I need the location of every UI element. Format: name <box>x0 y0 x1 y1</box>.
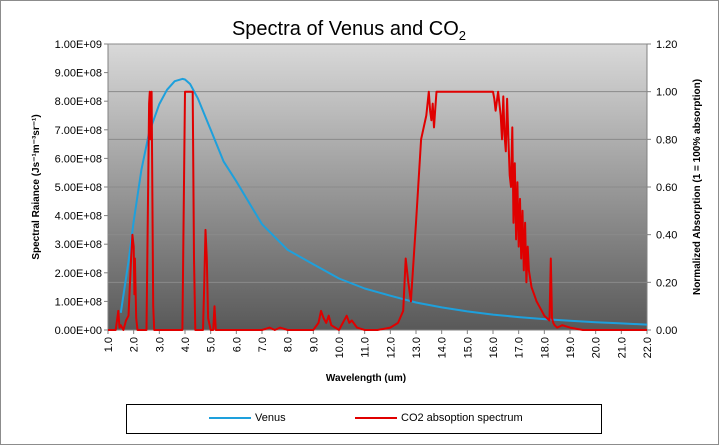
x-tick-label: 6.0 <box>231 337 243 352</box>
x-axis: 1.0 2.0 3.0 4.0 5.0 6.0 7.0 8.0 9.0 10.0 11.0 12.0 1… <box>103 330 654 358</box>
chart-title: Spectra of Venus and CO2 <box>232 18 466 43</box>
y-right-axis: 0.00 0.20 0.40 0.60 0.80 1.00 1.20 <box>647 39 677 337</box>
y-right-tick-label: 0.00 <box>656 325 677 337</box>
x-tick-label: 14.0 <box>437 337 449 358</box>
y-left-tick-label: 9.00E+08 <box>55 68 102 80</box>
y-left-axis: 0.00E+00 1.00E+08 2.00E+08 3.00E+08 4.00E+08… <box>55 39 108 337</box>
x-tick-label: 17.0 <box>514 337 526 358</box>
chart-title-subscript: 2 <box>459 28 466 43</box>
y-right-tick-label: 0.80 <box>656 134 677 146</box>
y-left-tick-label: 6.00E+08 <box>55 153 102 165</box>
x-tick-label: 13.0 <box>411 337 423 358</box>
y-right-axis-label: Normalized Absorption (1 = 100% absorpti… <box>692 79 703 295</box>
legend: Venus CO2 absoption spectrum <box>126 404 602 434</box>
x-tick-label: 15.0 <box>462 337 474 358</box>
x-tick-label: 10.0 <box>334 337 346 358</box>
x-tick-label: 18.0 <box>539 337 551 358</box>
x-tick-label: 19.0 <box>565 337 577 358</box>
legend-item-venus: Venus <box>209 412 286 424</box>
y-left-tick-label: 1.00E+09 <box>55 39 102 51</box>
gridlines <box>108 43 647 283</box>
y-left-tick-label: 8.00E+08 <box>55 96 102 108</box>
x-tick-label: 21.0 <box>616 337 628 358</box>
legend-item-co2: CO2 absoption spectrum <box>355 412 523 424</box>
x-tick-label: 20.0 <box>591 337 603 358</box>
x-tick-label: 11.0 <box>360 337 372 358</box>
x-tick-label: 12.0 <box>385 337 397 358</box>
legend-swatch-co2 <box>355 417 397 419</box>
y-left-axis-label: Spectral Raiance (Js⁻¹m⁻³sr⁻¹) <box>31 114 42 259</box>
y-left-tick-label: 1.00E+08 <box>55 296 102 308</box>
series-layer <box>108 77 648 331</box>
y-left-tick-label: 3.00E+08 <box>55 239 102 251</box>
y-left-tick-label: 2.00E+08 <box>55 268 102 280</box>
y-right-tick-label: 0.40 <box>656 230 677 242</box>
y-left-tick-label: 5.00E+08 <box>55 182 102 194</box>
series-venus-line <box>119 77 648 326</box>
x-axis-label: Wavelength (um) <box>326 373 406 384</box>
x-tick-label: 8.0 <box>283 337 295 352</box>
x-tick-label: 4.0 <box>180 337 192 352</box>
x-tick-label: 9.0 <box>308 337 320 352</box>
y-right-tick-label: 0.20 <box>656 277 677 289</box>
x-tick-label: 22.0 <box>642 337 654 358</box>
x-tick-label: 5.0 <box>206 337 218 352</box>
y-right-tick-label: 1.20 <box>656 39 677 51</box>
x-tick-label: 3.0 <box>154 337 166 352</box>
legend-swatch-venus <box>209 417 251 419</box>
y-left-tick-label: 0.00E+00 <box>55 325 102 337</box>
y-left-tick-label: 4.00E+08 <box>55 211 102 223</box>
x-tick-label: 1.0 <box>103 337 115 352</box>
y-right-tick-label: 1.00 <box>656 87 677 99</box>
legend-label-co2: CO2 absoption spectrum <box>401 412 523 424</box>
series-co2-line <box>108 90 647 331</box>
y-right-tick-label: 0.60 <box>656 182 677 194</box>
y-left-tick-label: 7.00E+08 <box>55 125 102 137</box>
x-tick-label: 16.0 <box>488 337 500 358</box>
legend-label-venus: Venus <box>255 412 286 424</box>
x-tick-label: 7.0 <box>257 337 269 352</box>
x-tick-label: 2.0 <box>129 337 141 352</box>
